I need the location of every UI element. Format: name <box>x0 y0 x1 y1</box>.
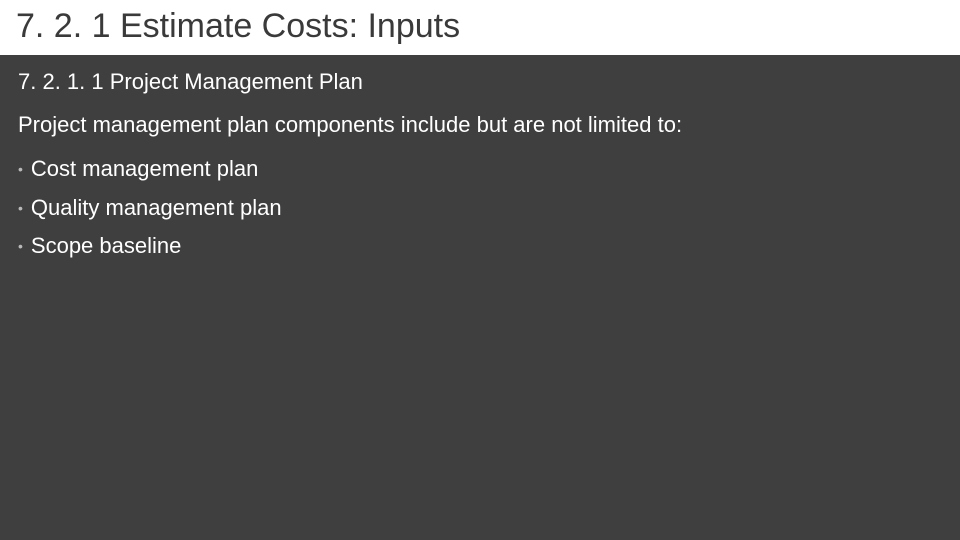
bullet-text: Cost management plan <box>31 156 258 182</box>
list-item: • Quality management plan <box>18 195 942 221</box>
title-bar: 7. 2. 1 Estimate Costs: Inputs <box>0 0 960 55</box>
bullet-list: • Cost management plan • Quality managem… <box>18 156 942 259</box>
bullet-text: Quality management plan <box>31 195 282 221</box>
subheading: 7. 2. 1. 1 Project Management Plan <box>18 69 942 95</box>
slide: 7. 2. 1 Estimate Costs: Inputs 7. 2. 1. … <box>0 0 960 540</box>
list-item: • Cost management plan <box>18 156 942 182</box>
bullet-icon: • <box>18 156 23 182</box>
list-item: • Scope baseline <box>18 233 942 259</box>
bullet-text: Scope baseline <box>31 233 181 259</box>
bullet-icon: • <box>18 233 23 259</box>
slide-title: 7. 2. 1 Estimate Costs: Inputs <box>16 6 944 47</box>
intro-text: Project management plan components inclu… <box>18 111 942 139</box>
slide-body: 7. 2. 1. 1 Project Management Plan Proje… <box>0 55 960 260</box>
bullet-icon: • <box>18 195 23 221</box>
